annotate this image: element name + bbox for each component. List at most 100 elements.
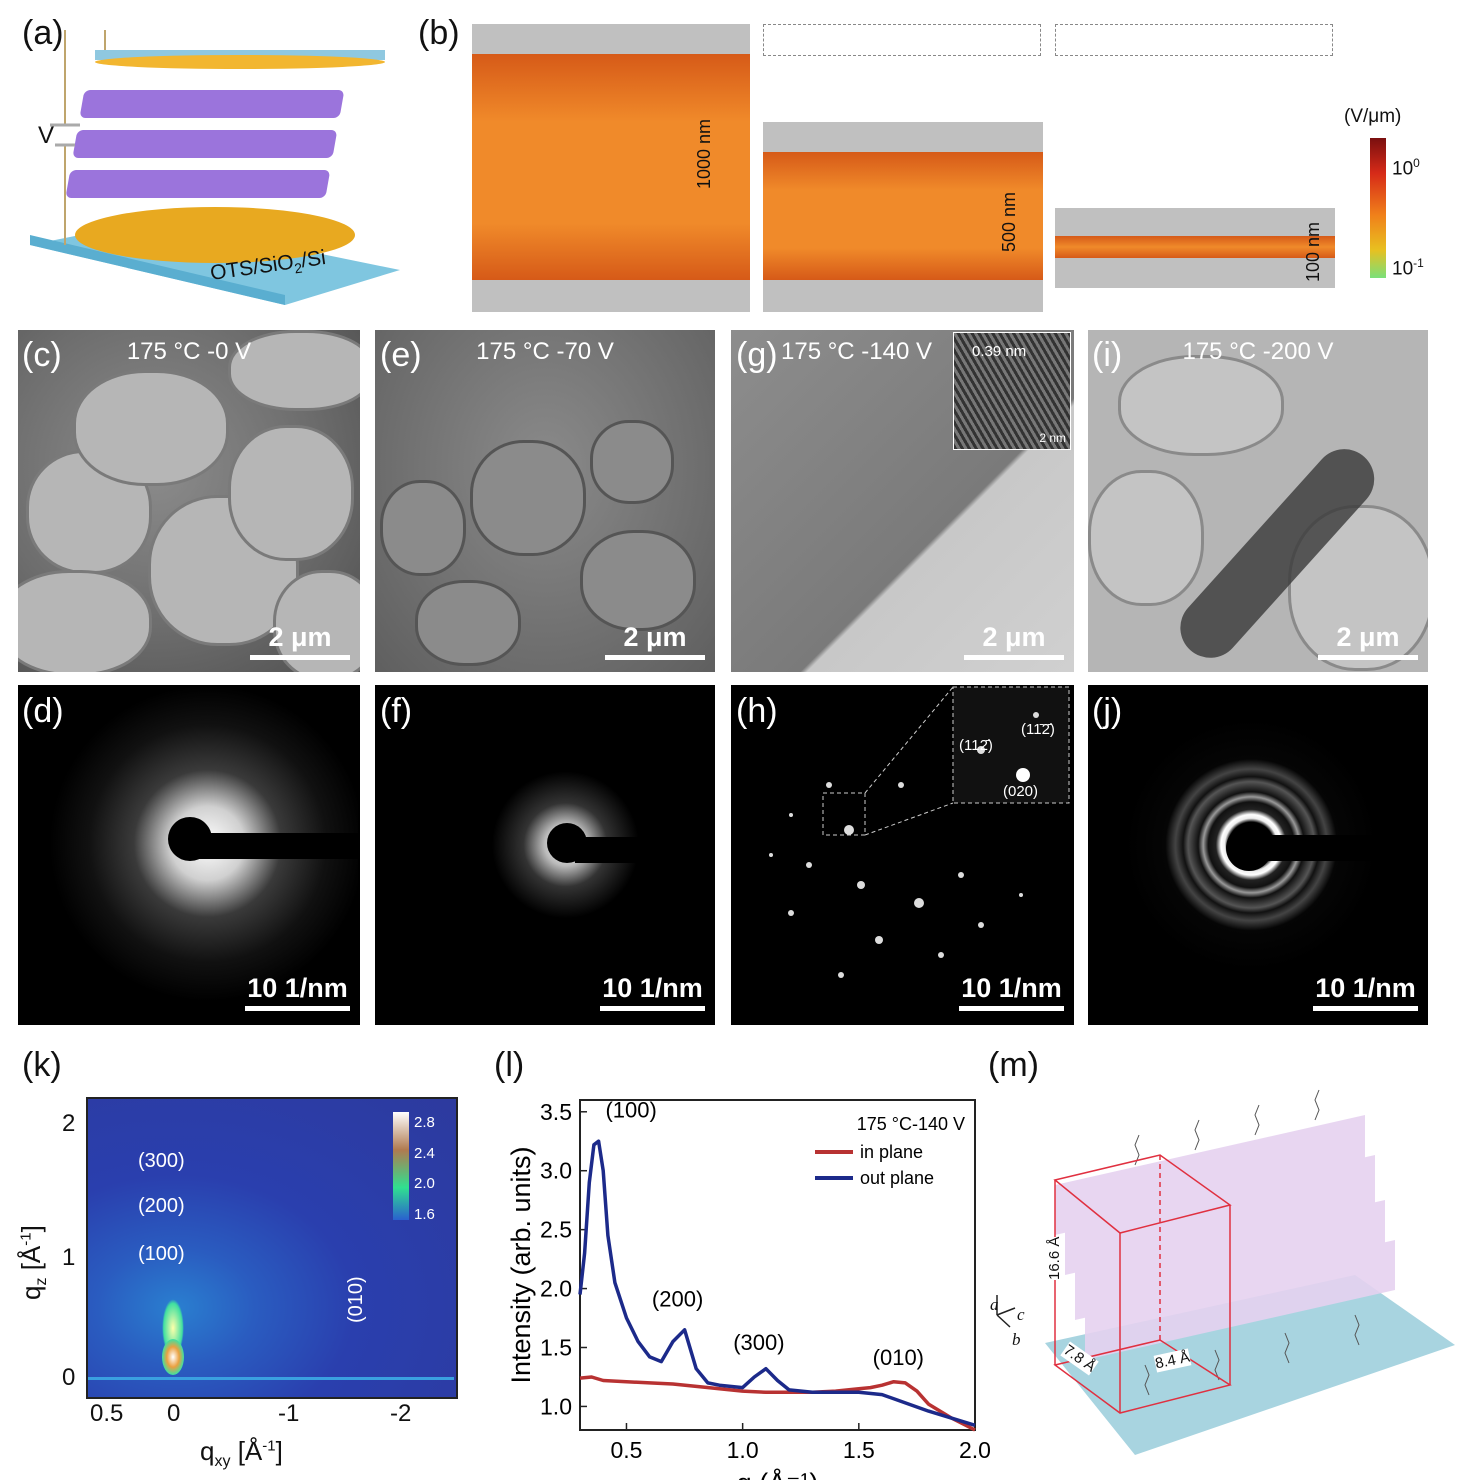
peak-200: (200) bbox=[138, 1195, 185, 1217]
x-tick-label: 1.5 bbox=[843, 1437, 875, 1463]
axis-c: c bbox=[1017, 1305, 1025, 1324]
xrd-line-chart: 0.5 1.0 1.5 2.0 1.0 1.5 2.0 2.5 3.0 3.5 q (Å⁻¹) Int… bbox=[506, 1098, 990, 1480]
k-xlabel: qxy [Å-1] bbox=[200, 1436, 283, 1471]
field-sim-500nm: 500 nm bbox=[763, 24, 1043, 312]
panel-label-l: (l) bbox=[494, 1046, 525, 1084]
spot-112bar: (112̄) bbox=[959, 737, 993, 754]
scalebar-d: 10 1/nm bbox=[245, 973, 350, 1011]
axes-triad bbox=[996, 1295, 1016, 1328]
packing-substrate bbox=[1045, 1275, 1455, 1455]
panel-label-g: (g) bbox=[736, 336, 778, 374]
y-tick-label: 2.0 bbox=[540, 1276, 572, 1302]
tem-image-c: 175 °C -0 V 2 μm bbox=[18, 330, 360, 672]
peak-300: (300) bbox=[138, 1150, 185, 1172]
colorbar-max: 100 bbox=[1392, 156, 1420, 180]
cbar-2-4: 2.4 bbox=[414, 1145, 435, 1162]
peak-annotation: (100) bbox=[605, 1098, 656, 1123]
panel-label-k: (k) bbox=[22, 1046, 62, 1084]
peak-100: (100) bbox=[138, 1243, 185, 1265]
x-axis-label: q (Å⁻¹) bbox=[737, 1467, 819, 1480]
cbar-2-0: 2.0 bbox=[414, 1175, 435, 1192]
panel-label-m: (m) bbox=[988, 1046, 1039, 1084]
scalebar-j: 10 1/nm bbox=[1313, 973, 1418, 1011]
panel-label-b: (b) bbox=[418, 14, 460, 52]
panel-label-h: (h) bbox=[736, 692, 778, 730]
wire-top bbox=[64, 30, 106, 125]
k-ytick-2: 0 bbox=[62, 1364, 76, 1391]
scalebar-f: 10 1/nm bbox=[600, 973, 705, 1011]
cbar-1-6: 1.6 bbox=[414, 1206, 435, 1223]
panel-label-e: (e) bbox=[380, 336, 422, 374]
tem-image-i: 175 °C -200 V 2 μm bbox=[1088, 330, 1428, 672]
panel-label-i: (i) bbox=[1092, 336, 1123, 374]
panel-label-j: (j) bbox=[1092, 692, 1123, 730]
thickness-100: 100 nm bbox=[1303, 221, 1323, 282]
voltage-label: V bbox=[38, 122, 55, 149]
device-schematic bbox=[30, 30, 400, 305]
peak-annotation: (300) bbox=[733, 1330, 784, 1355]
tem-title-c: 175 °C -0 V bbox=[126, 338, 252, 365]
dist-16-6: 16.6 Å bbox=[1046, 1236, 1063, 1280]
panel-label-a: (a) bbox=[22, 14, 64, 52]
panel-label-d: (d) bbox=[22, 692, 64, 730]
molecular-layers bbox=[66, 90, 344, 198]
spot-020: (020) bbox=[1003, 783, 1039, 800]
series-line-out-plane bbox=[578, 1139, 976, 1427]
y-tick-label: 1.0 bbox=[540, 1393, 572, 1419]
scalebar-g: 2 μm bbox=[964, 622, 1064, 660]
y-tick-label: 2.5 bbox=[540, 1217, 572, 1243]
peak-annotation: (010) bbox=[873, 1345, 924, 1370]
packing-schematic bbox=[996, 1089, 1455, 1455]
scalebar-h: 10 1/nm bbox=[959, 973, 1064, 1011]
k-ylabel: qz [Å-1] bbox=[16, 1225, 51, 1300]
panel-label-f: (f) bbox=[380, 692, 413, 730]
k-xtick-1: 0 bbox=[167, 1400, 181, 1427]
tem-title-e: 175 °C -70 V bbox=[476, 338, 614, 365]
hrtem-inset: 0.39 nm 2 nm bbox=[953, 332, 1071, 450]
axis-b: b bbox=[1012, 1330, 1021, 1349]
x-tick-label: 2.0 bbox=[959, 1437, 990, 1463]
saed-h: (112̄) (11̄2̄) (020) 10 1/nm bbox=[731, 685, 1074, 1025]
peak-annotation: (200) bbox=[652, 1286, 703, 1311]
k-xtick-2: -1 bbox=[278, 1400, 300, 1427]
axis-a: a bbox=[990, 1295, 999, 1314]
field-sim-1000nm: 1000 nm bbox=[472, 24, 750, 312]
substrate-edge bbox=[30, 235, 285, 305]
backbone-planes bbox=[1055, 1115, 1395, 1360]
side-chains bbox=[1134, 1089, 1360, 1396]
legend-title: 175 °C-140 V bbox=[857, 1114, 965, 1134]
y-tick-label: 3.0 bbox=[540, 1158, 572, 1184]
k-ytick-0: 2 bbox=[62, 1110, 76, 1137]
y-axis-label: Intensity (arb. units) bbox=[506, 1146, 536, 1383]
panel-label-c: (c) bbox=[22, 336, 62, 374]
plot-frame bbox=[579, 1099, 976, 1431]
cbar-2-8: 2.8 bbox=[414, 1114, 435, 1131]
top-sam-layer bbox=[95, 55, 385, 69]
y-tick-label: 1.5 bbox=[540, 1335, 572, 1361]
saed-f: 10 1/nm bbox=[375, 685, 715, 1025]
inset-scale: 2 nm bbox=[1039, 431, 1066, 445]
k-xtick-3: -2 bbox=[390, 1400, 412, 1427]
scalebar-i: 2 μm bbox=[1318, 622, 1418, 660]
thickness-1000: 1000 nm bbox=[694, 118, 714, 189]
spot-1bar12bar: (11̄2̄) bbox=[1021, 721, 1055, 738]
field-sim-100nm: 100 nm bbox=[1055, 24, 1335, 288]
x-tick-label: 1.0 bbox=[727, 1437, 759, 1463]
legend-entry: in plane bbox=[860, 1142, 923, 1162]
legend-entry: out plane bbox=[860, 1168, 934, 1188]
unit-cell bbox=[1053, 1154, 1232, 1414]
tem-title-i: 175 °C -200 V bbox=[1182, 338, 1334, 365]
saed-d: 10 1/nm bbox=[18, 685, 360, 1025]
x-tick-label: 0.5 bbox=[610, 1437, 642, 1463]
diffraction-spots bbox=[769, 686, 1070, 978]
giwaxs-colorbar bbox=[393, 1112, 409, 1220]
bottom-sam-layer bbox=[75, 207, 355, 263]
tem-image-g: 175 °C -140 V 0.39 nm 2 nm 2 μm bbox=[731, 330, 1074, 672]
k-ytick-1: 1 bbox=[62, 1244, 76, 1271]
field-unit: (V/μm) bbox=[1344, 106, 1402, 127]
colorbar-min: 10-1 bbox=[1392, 256, 1424, 280]
field-colorbar bbox=[1370, 138, 1386, 278]
scalebar-e: 2 μm bbox=[605, 622, 705, 660]
peak-010: (010) bbox=[345, 1276, 367, 1323]
saed-j: 10 1/nm bbox=[1088, 685, 1428, 1025]
